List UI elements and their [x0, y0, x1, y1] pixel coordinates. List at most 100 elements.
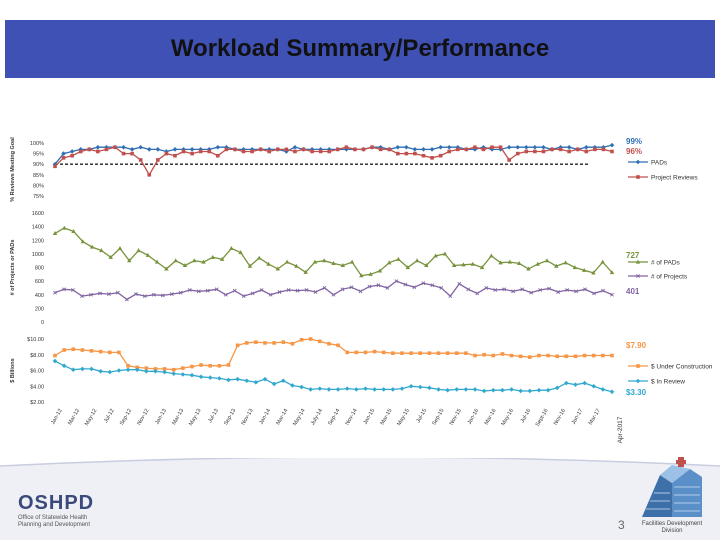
data-point — [53, 353, 57, 358]
data-point — [573, 382, 578, 387]
data-point — [454, 351, 459, 355]
data-point — [470, 261, 475, 266]
data-point — [610, 149, 614, 154]
data-point — [155, 147, 161, 152]
data-point — [387, 260, 392, 265]
data-point — [52, 161, 58, 167]
data-point — [404, 144, 409, 150]
data-point — [484, 286, 489, 290]
data-point — [89, 349, 94, 353]
data-point — [433, 253, 438, 258]
data-point — [584, 149, 589, 154]
data-point — [390, 387, 396, 392]
data-point — [368, 271, 373, 276]
data-point — [538, 288, 543, 292]
data-point — [180, 372, 186, 377]
x-tick-label: Mar-15 — [380, 408, 394, 426]
data-point — [396, 256, 401, 261]
bottom-band — [0, 458, 720, 540]
data-point — [145, 252, 151, 257]
data-point — [412, 147, 418, 152]
data-point — [481, 388, 487, 394]
data-point — [550, 147, 554, 152]
data-point — [198, 149, 203, 154]
data-point — [210, 254, 216, 259]
y-axis-title: % Reviews Meeting Goal — [10, 137, 16, 202]
data-point — [207, 149, 212, 154]
data-point — [447, 149, 451, 154]
data-point — [217, 363, 222, 368]
data-point — [591, 353, 596, 358]
data-point — [317, 386, 323, 391]
x-tick-label: Sep-12 — [119, 408, 133, 426]
data-point — [583, 287, 587, 292]
data-point — [241, 149, 246, 154]
data-point — [146, 147, 152, 152]
legend-label: $ In Review — [651, 379, 685, 386]
x-tick-label: Jan-16 — [467, 408, 481, 426]
end-value-label: $3.30 — [626, 388, 647, 397]
division-label: Facilities Development Division — [636, 521, 708, 535]
data-point — [259, 288, 264, 292]
data-point — [151, 292, 156, 297]
data-point — [414, 258, 420, 263]
y-tick-label: 600 — [35, 279, 44, 285]
x-tick-label: Sep-13 — [223, 408, 237, 426]
data-point — [281, 340, 286, 344]
data-point — [344, 386, 350, 391]
data-point — [473, 353, 477, 358]
data-point — [223, 292, 228, 297]
building-logo-icon — [642, 457, 702, 517]
data-point — [541, 149, 546, 154]
x-tick-label: Nov-15 — [449, 408, 463, 426]
data-point — [244, 378, 250, 384]
data-point — [80, 239, 86, 244]
legend-marker — [635, 159, 641, 165]
data-point — [526, 266, 531, 271]
data-point — [593, 147, 597, 152]
data-point — [295, 288, 300, 293]
data-point — [199, 363, 203, 367]
data-point — [190, 364, 194, 369]
data-point — [182, 263, 188, 268]
x-tick-label: July-14 — [310, 408, 324, 426]
data-point — [290, 341, 295, 346]
data-point — [394, 279, 399, 284]
data-point — [537, 353, 541, 358]
data-point — [250, 291, 255, 296]
data-point — [247, 263, 253, 268]
data-point — [107, 350, 112, 355]
data-point — [489, 147, 495, 152]
x-tick-label: May-12 — [84, 408, 98, 427]
data-point — [178, 290, 183, 295]
data-point — [491, 353, 496, 358]
y-tick-label: 85% — [33, 173, 44, 179]
data-point — [489, 253, 494, 258]
data-point — [532, 144, 538, 150]
data-point — [69, 149, 75, 154]
data-point — [609, 270, 615, 275]
data-point — [80, 348, 85, 352]
data-point — [457, 281, 462, 286]
data-point — [563, 260, 568, 265]
data-point — [87, 147, 92, 152]
data-point — [391, 351, 395, 355]
data-point — [98, 291, 102, 296]
legend-label: Project Reviews — [651, 175, 698, 182]
data-point — [136, 248, 141, 253]
data-point — [258, 147, 263, 152]
data-point — [232, 288, 237, 293]
data-point — [144, 366, 149, 370]
data-point — [463, 387, 469, 392]
legend-label: # of Projects — [651, 274, 688, 281]
data-point — [215, 144, 221, 150]
data-point — [413, 151, 417, 156]
data-point — [421, 153, 426, 158]
data-point — [99, 248, 104, 253]
data-point — [130, 151, 134, 156]
data-point — [424, 263, 429, 268]
data-point — [147, 173, 152, 177]
data-point — [61, 156, 66, 160]
legend-label: # of PADs — [651, 260, 681, 267]
data-point — [293, 149, 297, 154]
